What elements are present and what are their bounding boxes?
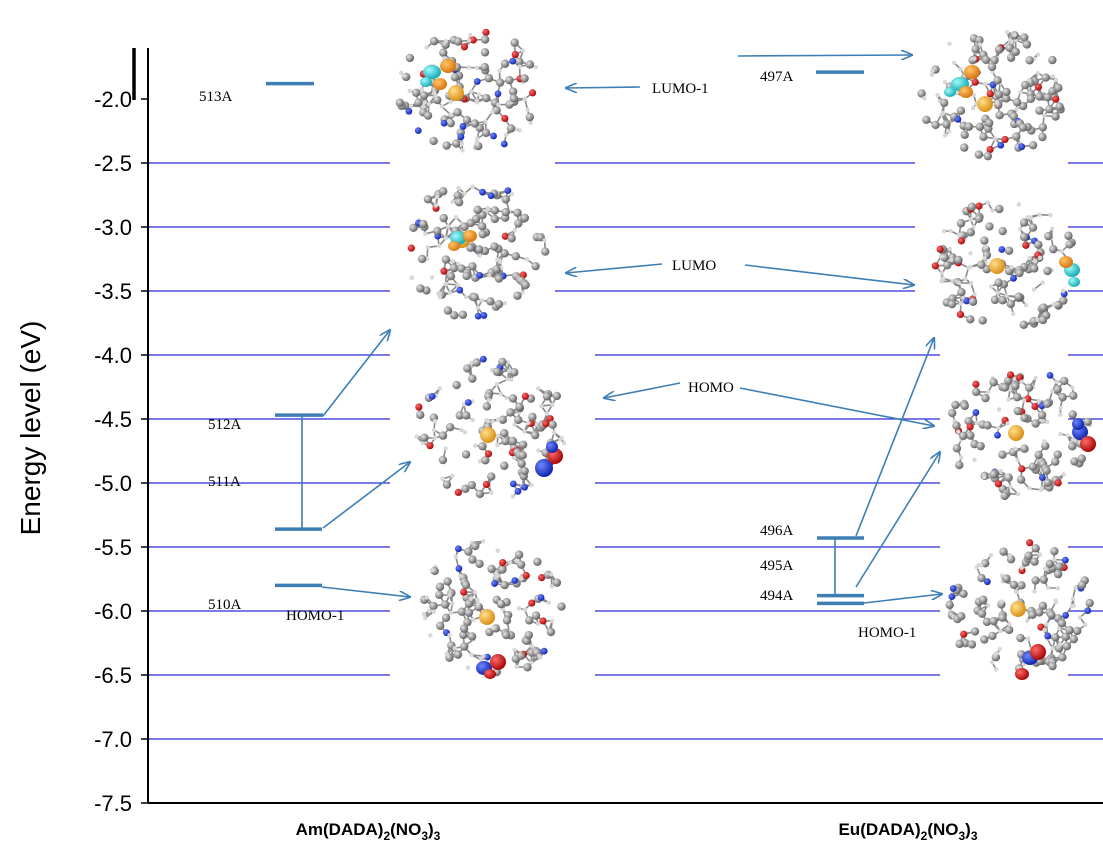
y-tick-label: -5.0 [94, 471, 132, 496]
level-label-510A: 510A [208, 597, 242, 613]
y-tick-label: -4.5 [94, 407, 132, 432]
orbital-label-homo: HOMO [688, 380, 734, 396]
y-tick-label: -2.5 [94, 151, 132, 176]
arrow-512-to-lumo [322, 330, 390, 417]
y-axis [132, 48, 1103, 804]
series-label-eu: Eu(DADA)2(NO3)3 [838, 820, 977, 843]
molecule-am-homo-1 [420, 539, 566, 679]
orbital-label-homo-1-eu: HOMO-1 [858, 625, 916, 641]
molecule-eu-homo-1 [945, 539, 1094, 680]
arrow-homo-eu [739, 387, 934, 426]
molecule-eu-lumo-1 [917, 30, 1065, 161]
y-tick-label: -2.0 [94, 87, 132, 112]
molecule-eu-lumo [931, 200, 1080, 329]
level-label-511A: 511A [208, 474, 241, 490]
y-axis-label: Energy level (eV) [15, 321, 46, 536]
level-label-497A: 497A [760, 69, 794, 85]
molecule-am-lumo [407, 184, 550, 320]
y-tick-labels: -2.0 -2.5 -3.0 -3.5 -4.0 -4.5 -5.0 -5.5 -6.0 -6.5… [94, 87, 132, 816]
orbital-label-homo-1-am: HOMO-1 [286, 608, 344, 624]
molecule-am-homo [414, 355, 567, 499]
orbital-arrows [321, 55, 942, 604]
y-tick-label: -6.5 [94, 663, 132, 688]
orbital-label-lumo-1: LUMO-1 [652, 81, 709, 97]
y-tick-label: -5.5 [94, 535, 132, 560]
level-label-513A: 513A [199, 89, 233, 105]
level-label-512A: 512A [208, 417, 242, 433]
gridlines [148, 162, 1103, 740]
molecule-images [395, 28, 1096, 680]
arrow-lumo-am [566, 263, 663, 273]
series-label-am: Am(DADA)2(NO3)3 [296, 820, 441, 843]
arrow-510-to-homo-1 [321, 586, 410, 597]
arrow-511-to-homo [322, 462, 410, 529]
arrow-lumo-1-eu [737, 55, 912, 56]
arrow-494-to-homo-1 [863, 594, 942, 604]
y-tick-label: -4.0 [94, 343, 132, 368]
level-label-494A: 494A [760, 588, 794, 604]
y-tick-label: -3.0 [94, 215, 132, 240]
y-tick-label: -7.0 [94, 727, 132, 752]
level-label-496A: 496A [760, 523, 794, 539]
orbital-label-lumo: LUMO [672, 258, 716, 274]
arrow-496-to-lumo [855, 338, 934, 537]
molecule-eu-homo [948, 371, 1096, 501]
energy-levels [266, 70, 864, 606]
level-label-495A: 495A [760, 558, 794, 574]
y-tick-label: -7.5 [94, 791, 132, 816]
arrow-homo-am [604, 382, 681, 398]
arrow-lumo-1-am [566, 87, 641, 88]
y-tick-label: -3.5 [94, 279, 132, 304]
molecule-am-lumo-1 [395, 28, 538, 153]
y-tick-label: -6.0 [94, 599, 132, 624]
arrow-lumo-eu [744, 264, 914, 285]
arrow-495-to-homo [855, 452, 940, 588]
